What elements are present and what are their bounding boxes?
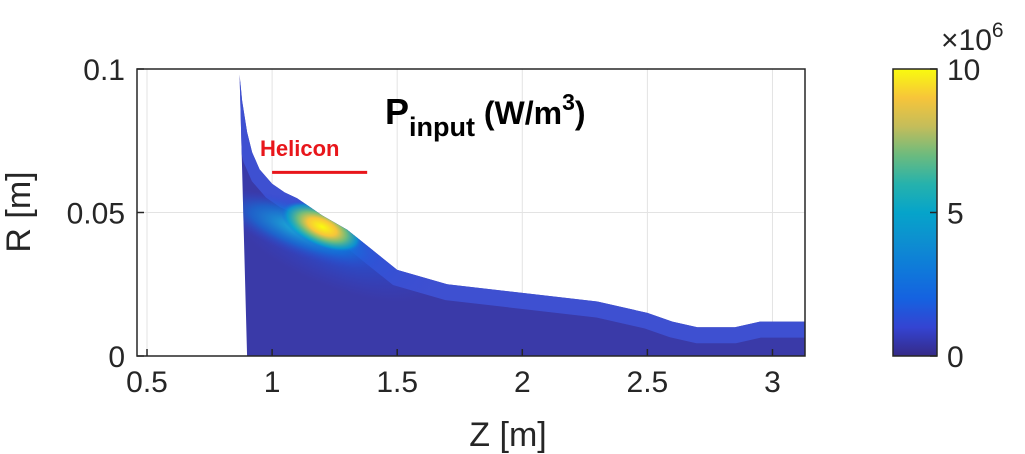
colorbar-tick-label-1: 5 — [947, 198, 964, 231]
colorbar-ticks: 0 5 10 — [930, 54, 980, 374]
x-tick-label-5: 3 — [764, 366, 781, 399]
colorbar-tick-label-0: 0 — [947, 341, 964, 374]
x-axis-label: Z [m] — [469, 416, 546, 454]
title-symbol: P — [385, 91, 409, 132]
y-tick-label-1: 0.05 — [67, 198, 125, 231]
y-axis-label: R [m] — [0, 171, 38, 252]
x-tick-label-0: 0.5 — [126, 366, 168, 399]
title-unit: (W/m — [475, 95, 562, 131]
colorbar-exponent-base: ×10 — [941, 24, 992, 57]
y-tick-label-0: 0 — [108, 341, 125, 374]
title-unit-close: ) — [575, 95, 586, 131]
y-tick-label-2: 0.1 — [83, 54, 125, 87]
colorbar-exponent-power: 6 — [992, 19, 1004, 42]
plot-title: Pinput (W/m3) — [385, 89, 586, 142]
hotspot-peak — [281, 201, 364, 253]
x-tick-label-1: 1 — [264, 366, 281, 399]
helicon-label: Helicon — [260, 136, 339, 161]
colorbar-tick-label-2: 10 — [947, 54, 980, 87]
x-tick-label-3: 2 — [514, 366, 531, 399]
power-hotspots — [239, 80, 805, 344]
x-ticks: 0.5 1 1.5 2 2.5 3 — [126, 349, 781, 399]
y-ticks: 0 0.05 0.1 — [67, 54, 144, 374]
title-subscript: input — [409, 112, 475, 142]
x-tick-label-4: 2.5 — [627, 366, 669, 399]
x-tick-label-2: 1.5 — [376, 366, 418, 399]
title-unit-superscript: 3 — [562, 89, 575, 115]
colorbar-exponent: ×106 — [941, 19, 1004, 57]
